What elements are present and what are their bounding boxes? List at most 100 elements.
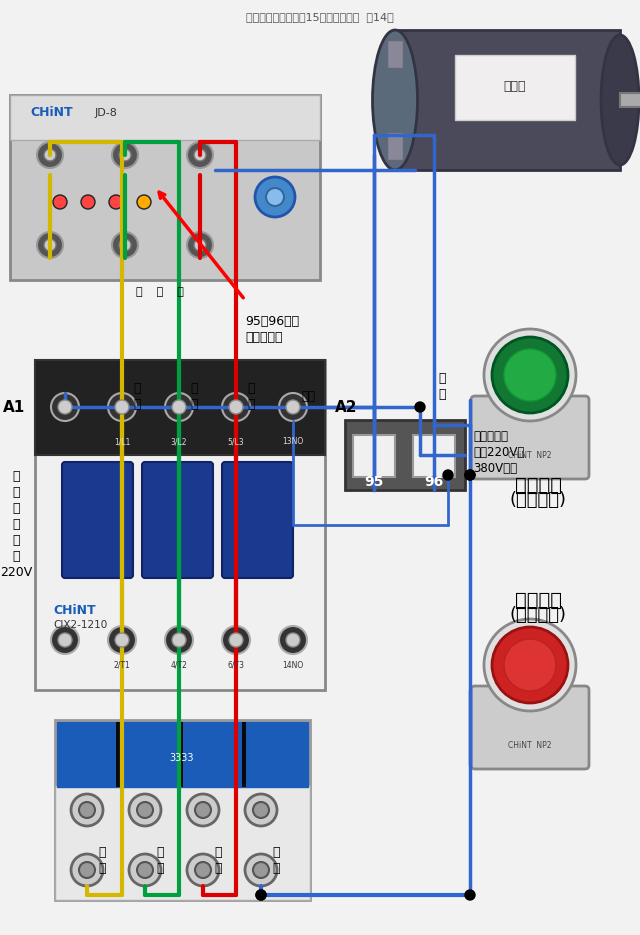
Circle shape: [119, 239, 131, 251]
Bar: [10, 95, 320, 280]
Circle shape: [194, 239, 206, 251]
Bar: [620, 93, 640, 107]
Circle shape: [137, 195, 151, 209]
Bar: [179, 722, 183, 787]
Text: 电动机: 电动机: [504, 80, 526, 94]
Circle shape: [484, 619, 576, 711]
Circle shape: [165, 626, 193, 654]
Bar: [387, 40, 403, 68]
Circle shape: [79, 802, 95, 818]
Text: 13NO: 13NO: [282, 438, 303, 447]
Circle shape: [279, 626, 307, 654]
Bar: [395, 30, 620, 170]
Text: 3333: 3333: [170, 753, 195, 763]
Bar: [387, 132, 403, 160]
Circle shape: [112, 232, 138, 258]
Circle shape: [504, 639, 556, 691]
Text: 火
线: 火 线: [156, 845, 164, 874]
Circle shape: [53, 195, 67, 209]
Circle shape: [222, 393, 250, 421]
Bar: [353, 435, 395, 477]
Text: 基础电工值得收藏的15个高清线路图  第14张: 基础电工值得收藏的15个高清线路图 第14张: [246, 12, 394, 22]
Bar: [57, 722, 308, 787]
Text: 火
线: 火 线: [133, 382, 141, 411]
Text: 停止按钮: 停止按钮: [515, 591, 561, 610]
Text: CHiNT: CHiNT: [53, 603, 95, 616]
Circle shape: [71, 854, 103, 886]
Circle shape: [44, 239, 56, 251]
Circle shape: [279, 393, 307, 421]
Circle shape: [112, 142, 138, 168]
Circle shape: [165, 393, 193, 421]
Text: A2: A2: [335, 399, 358, 414]
FancyBboxPatch shape: [471, 686, 589, 769]
Circle shape: [115, 633, 129, 647]
Circle shape: [504, 349, 556, 401]
Circle shape: [37, 232, 63, 258]
Circle shape: [129, 854, 161, 886]
Circle shape: [229, 633, 243, 647]
Text: (常闭触点): (常闭触点): [509, 606, 566, 624]
Circle shape: [492, 337, 568, 413]
Circle shape: [115, 400, 129, 414]
Circle shape: [286, 633, 300, 647]
Bar: [35, 360, 325, 690]
FancyBboxPatch shape: [471, 396, 589, 479]
Circle shape: [71, 794, 103, 826]
Circle shape: [44, 149, 56, 161]
Circle shape: [415, 402, 425, 412]
Ellipse shape: [601, 35, 639, 165]
Text: 2/T1: 2/T1: [114, 660, 131, 669]
Circle shape: [108, 393, 136, 421]
Text: 零
线: 零 线: [438, 372, 445, 401]
Text: 14NO: 14NO: [282, 660, 303, 669]
Circle shape: [195, 862, 211, 878]
Circle shape: [58, 633, 72, 647]
Circle shape: [137, 862, 153, 878]
Bar: [55, 720, 310, 900]
Circle shape: [187, 854, 219, 886]
Text: (常开触点): (常开触点): [509, 491, 566, 509]
Text: 3/L2: 3/L2: [171, 438, 188, 447]
Circle shape: [255, 177, 295, 217]
Ellipse shape: [372, 30, 417, 170]
Circle shape: [484, 329, 576, 421]
Circle shape: [51, 393, 79, 421]
Bar: [55, 785, 310, 900]
Circle shape: [119, 149, 131, 161]
Circle shape: [245, 854, 277, 886]
Circle shape: [187, 142, 213, 168]
Circle shape: [465, 470, 475, 480]
FancyBboxPatch shape: [142, 462, 213, 578]
Text: JD-8: JD-8: [95, 108, 118, 118]
FancyBboxPatch shape: [62, 462, 133, 578]
Text: 火
线: 火 线: [214, 845, 221, 874]
Text: CJX2-1210: CJX2-1210: [53, 620, 108, 630]
Circle shape: [108, 626, 136, 654]
Text: 火
线: 火 线: [190, 382, 198, 411]
Text: CHiNT  NP2: CHiNT NP2: [508, 741, 552, 750]
Text: A1: A1: [3, 399, 25, 414]
Circle shape: [256, 890, 266, 900]
Text: CHiNT: CHiNT: [30, 107, 72, 120]
Circle shape: [51, 626, 79, 654]
Text: 95: 95: [364, 475, 384, 489]
Circle shape: [286, 400, 300, 414]
Circle shape: [253, 862, 269, 878]
FancyBboxPatch shape: [222, 462, 293, 578]
Text: 96: 96: [424, 475, 444, 489]
Text: 零线: 零线: [301, 391, 315, 404]
Text: CHiNT  NP2: CHiNT NP2: [508, 451, 552, 459]
Circle shape: [37, 142, 63, 168]
Bar: [345, 420, 465, 490]
Text: 6/T3: 6/T3: [227, 660, 244, 669]
Circle shape: [195, 802, 211, 818]
Circle shape: [129, 794, 161, 826]
Circle shape: [79, 862, 95, 878]
Circle shape: [465, 470, 475, 480]
Text: 5/L3: 5/L3: [228, 438, 244, 447]
Circle shape: [253, 802, 269, 818]
Text: 交
流
接
触
器
为
220V: 交 流 接 触 器 为 220V: [0, 470, 32, 580]
Circle shape: [222, 626, 250, 654]
Text: 4/T2: 4/T2: [171, 660, 188, 669]
